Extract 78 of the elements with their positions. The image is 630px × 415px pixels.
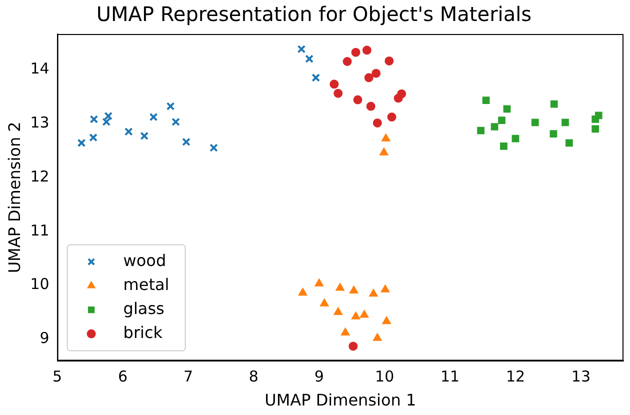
point: [305, 54, 314, 63]
x-tick-label: 13: [571, 368, 590, 386]
point: [314, 278, 324, 286]
point: [330, 80, 339, 89]
x-tick-label: 10: [375, 368, 394, 386]
y-axis-title: UMAP Dimension 2: [4, 122, 24, 274]
point: [351, 312, 360, 320]
x-tick-label: 7: [183, 368, 193, 386]
legend-label: wood: [123, 250, 166, 270]
point: [498, 116, 506, 124]
point: [77, 138, 86, 148]
legend-label: brick: [123, 322, 164, 342]
point: [562, 118, 569, 126]
point: [372, 68, 381, 78]
point: [140, 132, 149, 140]
point: [210, 144, 218, 152]
point: [362, 46, 372, 55]
point: [298, 288, 308, 296]
point: [380, 148, 388, 156]
point: [90, 115, 98, 124]
point: [381, 134, 390, 142]
point: [172, 118, 180, 126]
point: [334, 88, 343, 98]
y-tick-label: 12: [30, 167, 50, 186]
point: [149, 112, 158, 122]
point: [353, 95, 362, 104]
point: [312, 74, 320, 82]
point: [500, 142, 508, 150]
point: [387, 112, 396, 122]
x-tick-label: 8: [248, 368, 258, 386]
point: [503, 105, 511, 113]
point: [366, 102, 376, 111]
point: [340, 328, 350, 336]
point: [182, 138, 190, 146]
y-tick-label: 11: [30, 221, 50, 240]
point: [336, 283, 344, 291]
point: [124, 127, 133, 136]
y-tick-label: 9: [40, 329, 50, 348]
point: [320, 298, 329, 306]
point: [334, 307, 342, 316]
y-tick-label: 14: [30, 59, 50, 78]
point: [351, 48, 360, 57]
point: [372, 333, 382, 341]
x-tick-label: 11: [440, 368, 460, 386]
point: [550, 130, 558, 138]
x-tick-label: 9: [314, 368, 324, 386]
point: [364, 73, 374, 82]
point: [89, 133, 98, 142]
x-tick-label: 12: [506, 368, 526, 386]
point: [369, 288, 378, 297]
point: [166, 102, 175, 110]
y-tick-label: 13: [30, 113, 50, 132]
point: [550, 100, 558, 108]
point: [360, 310, 369, 318]
point: [394, 94, 403, 103]
point: [372, 118, 382, 128]
point: [349, 286, 358, 294]
y-tick-label: 10: [30, 275, 50, 294]
point: [592, 116, 600, 123]
point: [382, 316, 391, 324]
point: [348, 342, 358, 351]
point: [477, 126, 484, 134]
x-tick-label: 6: [118, 368, 128, 386]
point: [512, 134, 520, 142]
point: [592, 125, 600, 133]
point: [531, 118, 539, 126]
point: [380, 284, 390, 292]
legend-label: glass: [123, 298, 164, 318]
point: [342, 57, 352, 66]
point: [565, 139, 573, 147]
x-axis-title: UMAP Dimension 1: [264, 390, 416, 410]
legend-label: metal: [123, 274, 170, 294]
point: [482, 96, 490, 104]
point: [297, 44, 306, 54]
chart-title: UMAP Representation for Object's Materials: [96, 2, 532, 26]
point: [490, 123, 498, 130]
x-tick-label: 5: [52, 368, 62, 386]
point: [384, 56, 394, 66]
